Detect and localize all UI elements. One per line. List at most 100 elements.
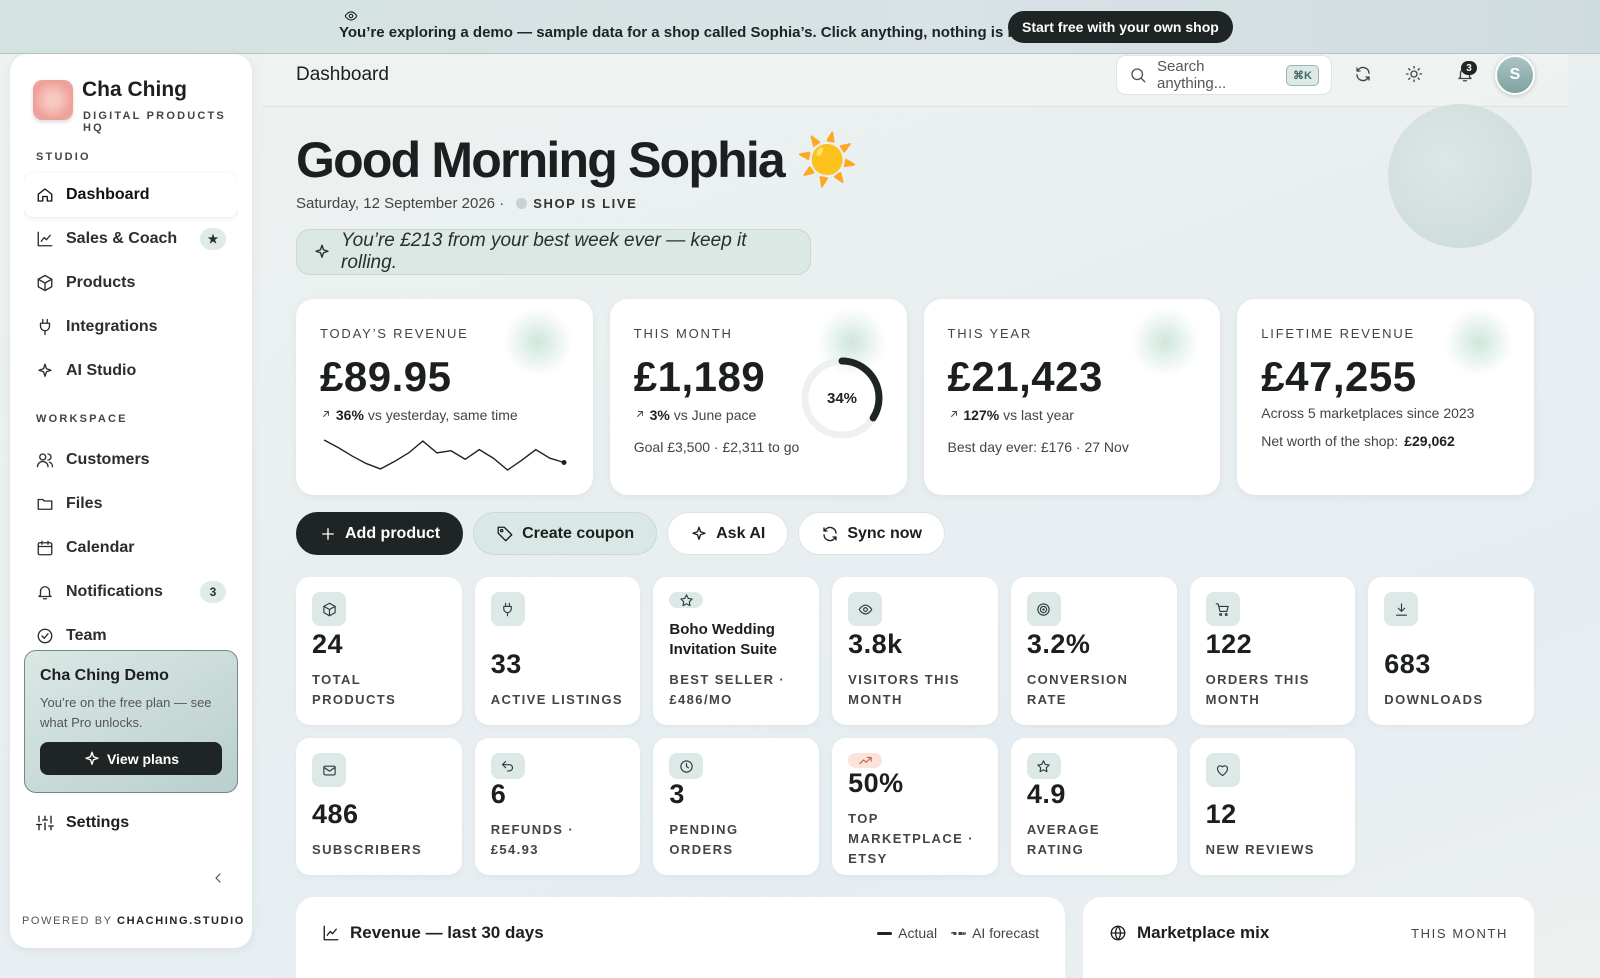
stat-label: NEW REVIEWS	[1205, 842, 1315, 857]
kpi-card: LIFETIME REVENUE £47,255 Across 5 marketpl…	[1237, 299, 1534, 495]
nav-item[interactable]: AI Studio	[24, 349, 238, 393]
nav-item[interactable]: Products	[24, 261, 238, 305]
revenue-title: Revenue — last 30 days	[350, 923, 544, 942]
icon	[322, 765, 336, 775]
icon	[680, 759, 693, 773]
nav-section-label: STUDIO	[36, 151, 91, 163]
nav-item[interactable]: Team	[24, 614, 238, 646]
kpi-change-text: vs yesterday, same time	[367, 407, 518, 423]
stat-icon	[669, 592, 704, 608]
nav-item[interactable]: Calendar	[24, 526, 238, 570]
kpi-change-value: 36%	[335, 407, 364, 423]
icon	[502, 760, 514, 771]
action-button[interactable]: Add product	[296, 512, 464, 555]
decor-orb	[1388, 104, 1532, 248]
action-button[interactable]: Create coupon	[473, 512, 658, 555]
action-label: Sync now	[847, 524, 922, 542]
stat-icon	[490, 592, 525, 626]
icon	[37, 231, 53, 247]
stat-label: DOWNLOADS	[1384, 692, 1484, 707]
stat-label: TOP MARKETPLACE · ETSY	[848, 811, 974, 866]
refresh-button[interactable]	[1354, 65, 1374, 85]
stat-tile: 3.2% CONVERSION RATE	[1010, 577, 1177, 725]
settings-link[interactable]: Settings	[36, 814, 129, 832]
kpi-extra-label: Net worth of the shop:	[1261, 433, 1399, 449]
stat-tile: Boho Wedding Invitation Suite BEST SELLER…	[653, 577, 820, 725]
nav-item[interactable]: Sales & Coach ★	[24, 217, 238, 261]
stat-tile: 3.8k VISITORS THIS MONTH	[832, 577, 998, 725]
search-box[interactable]: Search anything... ⌘K	[1116, 55, 1332, 95]
stat-icon	[1205, 592, 1240, 626]
icon	[323, 925, 339, 941]
nav-item[interactable]: Files	[24, 482, 238, 526]
kpi-value: £1,189	[633, 353, 766, 400]
kpi-value: £21,423	[947, 353, 1103, 400]
trend-icon	[636, 411, 643, 417]
stat-label: ACTIVE LISTINGS	[490, 692, 623, 707]
search-shortcut: ⌘K	[1286, 64, 1319, 86]
nudge: You’re £213 from your best week ever — k…	[296, 229, 811, 275]
stat-tile: 683 DOWNLOADS	[1368, 577, 1534, 725]
kpi-change-value: 3%	[649, 407, 670, 423]
nav-label: Calendar	[66, 539, 135, 556]
nav-label: Dashboard	[66, 186, 150, 203]
icon	[37, 498, 53, 510]
action-button[interactable]: Ask AI	[667, 512, 789, 555]
demo-banner: You’re exploring a demo — sample data fo…	[0, 0, 1600, 54]
kpi-row: TODAY’S REVENUE £89.95 36% vs yesterday, …	[296, 299, 1534, 495]
stat-value: 486	[312, 799, 359, 829]
nav-section-label: WORKSPACE	[36, 413, 128, 425]
stat-icon	[669, 753, 704, 779]
sidebar: Cha Ching DIGITAL PRODUCTS HQ STUDIO Dash…	[10, 54, 252, 948]
stat-grid: 24 TOTAL PRODUCTS 33 ACTIVE LISTINGS Boho We…	[296, 577, 1534, 875]
brand-name: Cha Ching	[82, 78, 187, 101]
stat-value: 24	[312, 629, 344, 659]
nav-item[interactable]: Dashboard	[24, 173, 238, 217]
footer-brand[interactable]: CHACHING.STUDIO	[117, 915, 245, 927]
stat-tile: 12 NEW REVIEWS	[1189, 738, 1356, 875]
theme-button[interactable]	[1405, 65, 1425, 85]
stat-tile: 4.9 AVERAGE RATING	[1010, 738, 1177, 875]
stat-label: ORDERS THIS MONTH	[1205, 672, 1310, 707]
kpi-note: Best day ever: £176 · 27 Nov	[947, 439, 1129, 455]
icon	[680, 593, 693, 606]
sparkline-end	[561, 460, 567, 465]
nav-item[interactable]: Customers	[24, 438, 238, 482]
icon	[1405, 65, 1423, 83]
nav-label: Products	[66, 274, 136, 291]
legend-swatch	[877, 931, 893, 935]
revenue-panel: Revenue — last 30 days Actual AI forecas…	[296, 897, 1065, 978]
icon	[37, 188, 53, 202]
banner-button[interactable]: Start free with your own shop	[1008, 11, 1233, 43]
ring-arc	[801, 357, 883, 439]
kpi-change-value: 127%	[963, 407, 1000, 423]
eye-icon	[344, 11, 358, 21]
kpi-label: THIS YEAR	[947, 326, 1033, 341]
kpi-card: THIS MONTH £1,189 3% vs June pace Goal £3,…	[609, 299, 907, 495]
greeting-text: Good Morning Sophia	[296, 132, 786, 188]
icon	[1395, 602, 1407, 616]
promo-button[interactable]: View plans	[40, 742, 222, 775]
progress-ring: 34%	[801, 357, 883, 439]
kpi-change: 3% vs June pace	[634, 407, 883, 423]
shop-status: SHOP IS LIVE	[533, 196, 638, 211]
nav-item[interactable]: Integrations	[24, 305, 238, 349]
kpi-card: THIS YEAR £21,423 127% vs last year Best d…	[923, 299, 1221, 495]
avatar[interactable]: S	[1495, 55, 1535, 95]
nudge-text: You’re £213 from your best week ever — k…	[341, 230, 747, 273]
icon	[1110, 925, 1126, 941]
stat-value: 50%	[848, 768, 904, 798]
stat-value: 4.9	[1026, 779, 1066, 809]
nav-item[interactable]: Notifications 3	[24, 570, 238, 614]
stat-label: AVERAGE RATING	[1026, 822, 1100, 857]
nav-badge: 3	[200, 581, 226, 603]
stat-value: 3	[669, 779, 685, 809]
action-button[interactable]: Sync now	[798, 512, 945, 555]
stat-icon	[1026, 592, 1061, 626]
collapse-button[interactable]	[210, 870, 226, 886]
notification-count: 3	[1461, 61, 1477, 75]
kpi-value: £89.95	[320, 353, 452, 400]
nav-label: Files	[66, 495, 103, 512]
nav-label: Integrations	[66, 318, 158, 335]
